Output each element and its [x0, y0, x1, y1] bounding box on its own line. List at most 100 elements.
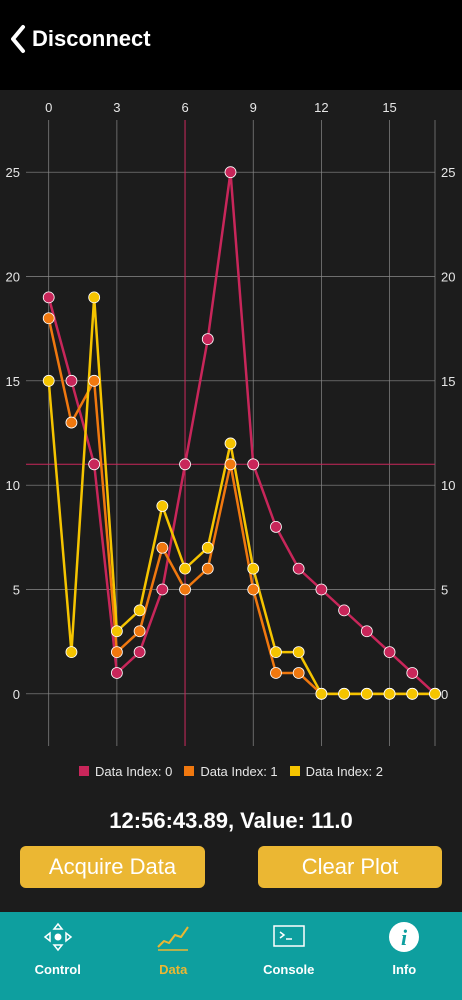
data-point[interactable]	[156, 583, 169, 596]
y-tick-label-left: 20	[6, 270, 20, 285]
data-point[interactable]	[406, 687, 419, 700]
data-point[interactable]	[133, 604, 146, 617]
y-tick-label-right: 10	[441, 478, 455, 493]
info-icon: i	[389, 922, 420, 952]
series-line	[47, 296, 435, 696]
data-point[interactable]	[88, 291, 101, 304]
data-point[interactable]	[429, 687, 441, 700]
y-tick-label-right: 20	[441, 270, 455, 285]
y-tick-label-right: 25	[441, 165, 455, 180]
data-point[interactable]	[133, 646, 146, 658]
data-point[interactable]	[292, 562, 305, 575]
value-readout: 12:56:43.89, Value: 11.0	[109, 808, 353, 833]
data-point[interactable]	[292, 667, 305, 679]
x-tick-label: 6	[181, 100, 188, 115]
data-point[interactable]	[201, 541, 214, 554]
data-point[interactable]	[224, 437, 237, 450]
terminal-icon	[273, 925, 305, 947]
y-tick-label-left: 15	[6, 374, 20, 389]
legend-swatch	[79, 766, 89, 776]
dpad-icon	[43, 922, 72, 952]
data-point[interactable]	[110, 667, 123, 679]
legend-swatch	[289, 766, 300, 776]
data-point[interactable]	[42, 374, 55, 387]
line-chart[interactable]: 0 3 6 9 12 15 0 0 5 5 10 10 15 15 20 20 25 25	[0, 90, 462, 790]
y-tick-label-right: 0	[441, 687, 448, 702]
data-point[interactable]	[65, 646, 78, 658]
data-point[interactable]	[383, 687, 396, 700]
x-tick-label: 9	[250, 100, 257, 115]
x-tick-label: 15	[382, 100, 396, 115]
data-point[interactable]	[247, 562, 260, 575]
data-point[interactable]	[247, 458, 260, 471]
tab-data[interactable]: Data	[116, 912, 232, 1000]
data-point[interactable]	[224, 166, 237, 179]
data-point[interactable]	[88, 458, 101, 471]
disconnect-button[interactable]: Disconnect	[8, 22, 151, 56]
tab-console[interactable]: Console	[231, 912, 347, 1000]
data-point[interactable]	[360, 625, 373, 638]
legend-label: Data Index: 2	[305, 763, 383, 779]
x-tick-label: 3	[113, 100, 120, 115]
y-tick-label-right: 15	[441, 374, 455, 389]
data-point[interactable]	[270, 520, 282, 533]
nav-header: Disconnect	[0, 0, 462, 78]
legend-label: Data Index: 0	[95, 763, 173, 779]
tab-info[interactable]: i Info	[347, 912, 462, 1000]
chevron-left-icon	[11, 25, 25, 53]
data-point[interactable]	[156, 500, 169, 512]
data-point[interactable]	[383, 646, 396, 658]
y-tick-label-right: 5	[441, 583, 448, 598]
data-point[interactable]	[65, 374, 78, 387]
tab-label: Info	[392, 962, 417, 977]
y-tick-label-left: 0	[13, 687, 20, 702]
data-point[interactable]	[65, 416, 78, 429]
data-point[interactable]	[224, 458, 237, 471]
y-tick-label-left: 5	[13, 583, 20, 598]
disconnect-label: Disconnect	[32, 26, 151, 51]
legend-swatch	[184, 766, 195, 776]
data-point[interactable]	[88, 374, 101, 387]
chart-legend: Data Index: 0 Data Index: 1 Data Index: …	[0, 762, 462, 780]
data-point[interactable]	[292, 646, 305, 658]
data-point[interactable]	[338, 604, 351, 617]
data-point[interactable]	[156, 541, 169, 554]
svg-text:i: i	[401, 925, 408, 950]
data-point[interactable]	[42, 312, 55, 325]
data-point[interactable]	[270, 667, 282, 679]
data-point[interactable]	[406, 667, 419, 679]
y-tick-label-left: 10	[6, 478, 20, 493]
y-tick-label-left: 25	[6, 165, 20, 180]
series-line	[47, 170, 436, 695]
legend-item: Data Index: 0	[79, 762, 172, 780]
acquire-data-button[interactable]: Acquire Data	[20, 846, 205, 888]
data-point[interactable]	[270, 646, 282, 658]
data-point[interactable]	[201, 333, 214, 346]
data-point[interactable]	[360, 687, 373, 700]
tab-control[interactable]: Control	[0, 912, 116, 1000]
data-point[interactable]	[179, 458, 191, 471]
clear-plot-button[interactable]: Clear Plot	[258, 846, 442, 888]
tab-label: Console	[263, 962, 315, 977]
tab-label: Data	[159, 962, 188, 977]
data-point[interactable]	[42, 291, 55, 304]
data-point[interactable]	[110, 646, 123, 658]
data-point[interactable]	[247, 583, 260, 596]
data-point[interactable]	[179, 562, 191, 575]
data-point[interactable]	[201, 562, 214, 575]
data-point[interactable]	[315, 583, 328, 596]
plot-area[interactable]: 0 3 6 9 12 15 0 0 5 5 10 10 15 15 20 20 25 25	[0, 90, 462, 790]
data-point[interactable]	[315, 687, 328, 700]
legend-label: Data Index: 1	[200, 763, 278, 779]
x-tick-label: 12	[314, 100, 328, 115]
legend-item: Data Index: 2	[289, 762, 383, 780]
tab-label: Control	[34, 962, 81, 977]
data-point[interactable]	[110, 625, 123, 638]
data-point[interactable]	[338, 687, 351, 700]
tab-bar: Control Data Console i Info	[0, 912, 462, 1000]
x-tick-label: 0	[45, 100, 52, 115]
data-point[interactable]	[133, 625, 146, 638]
legend-item: Data Index: 1	[184, 762, 278, 780]
chart-icon	[157, 926, 190, 951]
data-point[interactable]	[179, 583, 191, 596]
